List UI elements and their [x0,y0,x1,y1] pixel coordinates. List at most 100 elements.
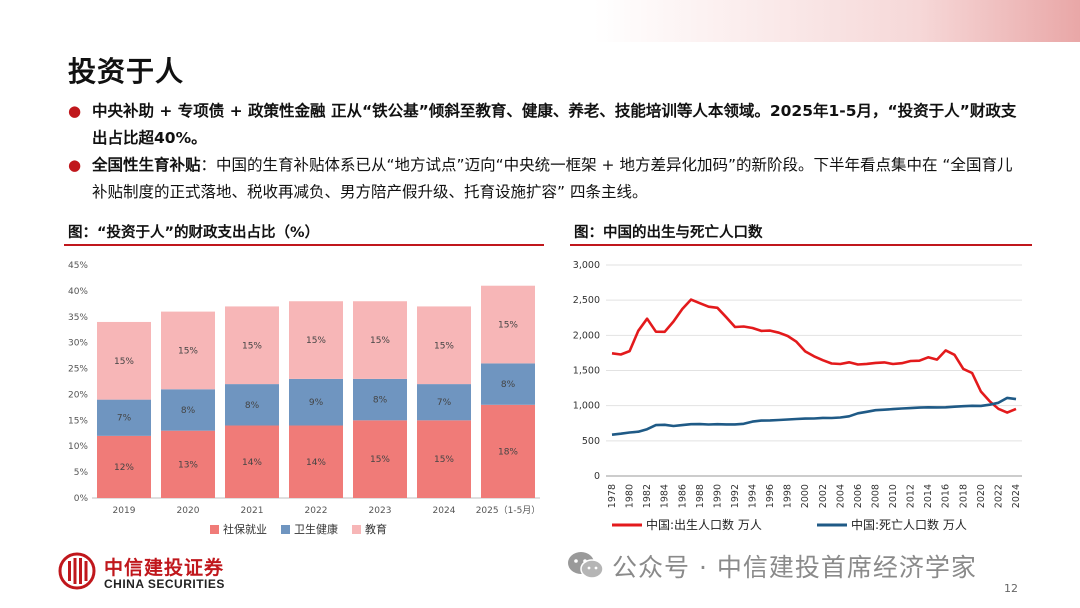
bullet-bold-text: 全国性生育补贴 [92,156,201,174]
left-x-tick-label: 2023 [369,506,392,516]
bar-segment-label: 14% [242,458,262,468]
right-x-tick-label: 2016 [941,484,952,508]
left-x-tick-label: 2024 [433,506,456,516]
bar-segment-label: 12% [114,463,134,473]
bar-segment-label: 15% [306,336,326,346]
bar-segment-label: 15% [434,455,454,465]
bar-segment-label: 7% [437,398,452,408]
legend-swatch [210,525,219,534]
bullet-bold-text: 中央补助 + 专项债 + 政策性金融 正从“铁公基”倾斜至教育、健康、养老、技能… [92,102,1017,147]
bar-segment-label: 8% [245,401,260,411]
series-line [611,396,1017,436]
right-chart-title: 图：中国的出生与死亡人口数 [574,225,763,241]
left-y-tick-label: 10% [68,442,88,452]
bar-segment [161,311,215,390]
right-title-rule [570,244,1032,246]
right-y-tick-label: 2,500 [573,295,600,306]
right-x-tick-label: 2018 [958,484,969,508]
legend-swatch [352,525,361,534]
legend-label: 中国:出生人口数 万人 [646,517,762,532]
bar-segment-label: 8% [501,380,516,390]
right-x-tick-label: 2024 [1011,484,1022,508]
right-x-tick-label: 2020 [976,484,987,508]
bar-segment [225,384,279,426]
bar-segment [225,425,279,498]
logo-english-name: CHINA SECURITIES [104,577,225,591]
left-y-tick-label: 45% [68,261,88,271]
left-x-tick-label: 2019 [113,506,136,516]
page-title: 投资于人 [68,55,185,88]
bar-segment-label: 15% [434,341,454,351]
right-x-tick-label: 1984 [660,484,671,508]
right-x-tick-label: 1982 [642,484,653,508]
china-securities-logo-icon [58,552,96,590]
left-y-tick-label: 20% [68,390,88,400]
legend-label: 中国:死亡人口数 万人 [851,517,967,532]
right-y-tick-label: 1,000 [573,401,600,412]
left-y-tick-label: 25% [68,365,88,375]
bullet-text: ：中国的生育补贴体系已从“地方试点”迈向“中央统一框架 + 地方差异化加码”的新… [92,156,1013,201]
right-y-tick-label: 1,500 [573,366,600,377]
right-x-tick-label: 2012 [906,484,917,508]
right-x-tick-label: 1992 [730,484,741,508]
bar-segment [353,301,407,379]
right-x-tick-label: 1978 [607,484,618,508]
bar-segment [481,363,535,405]
logo-chinese-name: 中信建投证券 [104,557,225,579]
bar-segment-label: 15% [370,455,390,465]
bar-segment-label: 15% [370,336,390,346]
right-y-tick-label: 3,000 [573,260,600,271]
series-line [611,298,1017,414]
bar-segment-label: 15% [178,346,198,356]
left-x-tick-label: 2022 [305,506,328,516]
bar-segment-label: 8% [373,396,388,406]
bar-segment [97,399,151,436]
left-title-rule [64,244,544,246]
left-x-tick-label: 2021 [241,506,264,516]
right-x-tick-label: 2002 [818,484,829,508]
bar-segment-label: 8% [181,406,196,416]
right-x-tick-label: 1988 [695,484,706,508]
bar-segment-label: 15% [498,321,518,331]
right-y-tick-label: 0 [594,471,600,482]
right-y-tick-label: 500 [582,436,600,447]
left-y-tick-label: 15% [68,416,88,426]
bar-segment [417,420,471,498]
right-x-tick-label: 1980 [625,484,636,508]
bar-segment-label: 15% [242,341,262,351]
right-x-tick-label: 2014 [923,484,934,508]
bar-segment [353,378,407,421]
legend-label: 卫生健康 [294,522,338,536]
top-banner [0,0,1080,42]
left-chart-title: 图：“投资于人”的财政支出占比（%） [68,225,320,241]
bullet-dot-icon: ● [68,156,82,174]
bar-segment [289,425,343,498]
bar-segment [417,384,471,421]
legend-swatch [281,525,290,534]
right-x-tick-label: 2006 [853,484,864,508]
bar-segment [161,430,215,498]
bar-segment-label: 14% [306,458,326,468]
wechat-watermark: 公众号 · 中信建投首席经济学家 [612,553,977,582]
right-x-tick-label: 2022 [993,484,1004,508]
left-y-tick-label: 40% [68,287,88,297]
bar-segment [353,420,407,498]
bar-segment [225,306,279,385]
bar-segment [417,306,471,385]
left-y-tick-label: 30% [68,339,88,349]
bar-segment [97,435,151,498]
right-x-tick-label: 1996 [765,484,776,508]
bullet-list: ● 中央补助 + 专项债 + 政策性金融 正从“铁公基”倾斜至教育、健康、养老、… [68,98,1018,206]
left-y-tick-label: 5% [74,468,89,478]
page-number: 12 [1004,582,1018,595]
right-y-tick-label: 2,000 [573,330,600,341]
bar-segment-label: 13% [178,460,198,470]
bar-segment [289,378,343,426]
left-y-tick-label: 0% [74,494,89,504]
right-x-tick-label: 1986 [677,484,688,508]
right-x-tick-label: 2010 [888,484,899,508]
bar-segment [97,321,151,400]
wechat-icon [566,550,606,582]
right-x-tick-label: 2008 [870,484,881,508]
